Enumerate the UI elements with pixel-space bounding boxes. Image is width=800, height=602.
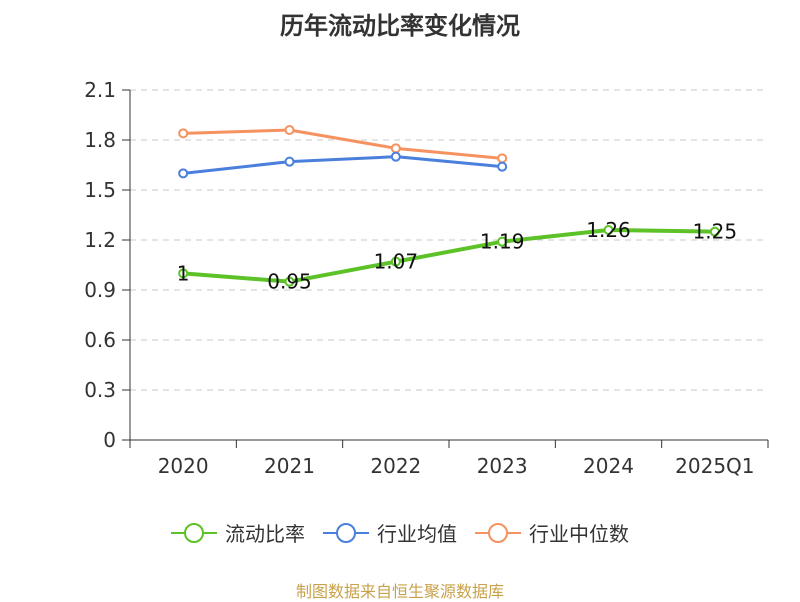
- source-note: 制图数据来自恒生聚源数据库: [295, 582, 504, 601]
- data-point: [284, 156, 295, 167]
- y-tick-label: 0.9: [84, 278, 116, 302]
- data-label: 1: [177, 261, 190, 285]
- data-point: [178, 268, 189, 279]
- data-point: [497, 236, 508, 247]
- y-tick-label: 0.3: [84, 378, 116, 402]
- x-tick-label: 2023: [477, 454, 528, 478]
- y-tick-label: 1.5: [84, 178, 116, 202]
- data-point: [178, 128, 189, 139]
- legend-swatch: [171, 522, 217, 543]
- data-labels: 1 0.95 1.07 1.19 1.26 1.25: [177, 218, 737, 294]
- legend-marker: [336, 522, 356, 543]
- data-point: [390, 143, 401, 154]
- legend-label: 行业均值: [377, 522, 457, 546]
- y-tick-label: 1.8: [84, 128, 116, 152]
- data-point: [497, 153, 508, 164]
- x-tick-label: 2024: [583, 454, 634, 478]
- data-point: [497, 161, 508, 172]
- line-chart: 0 0.3 0.6 0.9 1.2 1.5 1.8 2.1 2020 2021 2022 2023 20…: [84, 78, 769, 478]
- data-label: 1.19: [480, 230, 525, 254]
- x-tick-label: 2022: [370, 454, 421, 478]
- chart-legend: 流动比率 行业均值 行业中位数: [0, 518, 800, 547]
- legend-label: 流动比率: [225, 522, 305, 546]
- legend-swatch: [475, 522, 521, 543]
- x-tick-label: 2025Q1: [675, 454, 754, 478]
- data-point: [284, 125, 295, 135]
- x-tick-label: 2020: [158, 454, 209, 478]
- data-point: [178, 168, 189, 179]
- y-tick-label: 0.6: [84, 328, 116, 352]
- data-label: 1.25: [693, 220, 738, 244]
- legend-label: 行业中位数: [529, 522, 629, 546]
- data-point: [390, 256, 401, 267]
- legend-item[interactable]: 流动比率: [171, 518, 305, 547]
- legend-marker: [184, 522, 204, 543]
- y-tick-label: 0: [103, 428, 116, 452]
- data-point: [284, 276, 295, 287]
- legend-marker: [488, 522, 508, 543]
- x-tick-label: 2021: [264, 454, 315, 478]
- chart-title: 历年流动比率变化情况: [280, 12, 520, 40]
- series-line: [181, 155, 504, 175]
- axes: 0 0.3 0.6 0.9 1.2 1.5 1.8 2.1 2020 2021 2022 2023 20…: [84, 78, 769, 478]
- series-layer: [178, 125, 720, 287]
- data-point: [603, 225, 614, 235]
- series-line: [181, 228, 717, 284]
- data-label: 1.07: [374, 250, 419, 274]
- legend-item[interactable]: 行业均值: [323, 518, 457, 547]
- series-line: [181, 128, 504, 160]
- y-tick-label: 1.2: [84, 228, 116, 252]
- legend-swatch: [323, 522, 369, 543]
- data-point: [709, 226, 720, 237]
- legend-item[interactable]: 行业中位数: [475, 518, 629, 547]
- y-tick-label: 2.1: [84, 78, 116, 102]
- grid-lines: [130, 89, 768, 391]
- data-label: 0.95: [267, 270, 312, 294]
- data-label: 1.26: [586, 218, 631, 242]
- data-point: [390, 151, 401, 162]
